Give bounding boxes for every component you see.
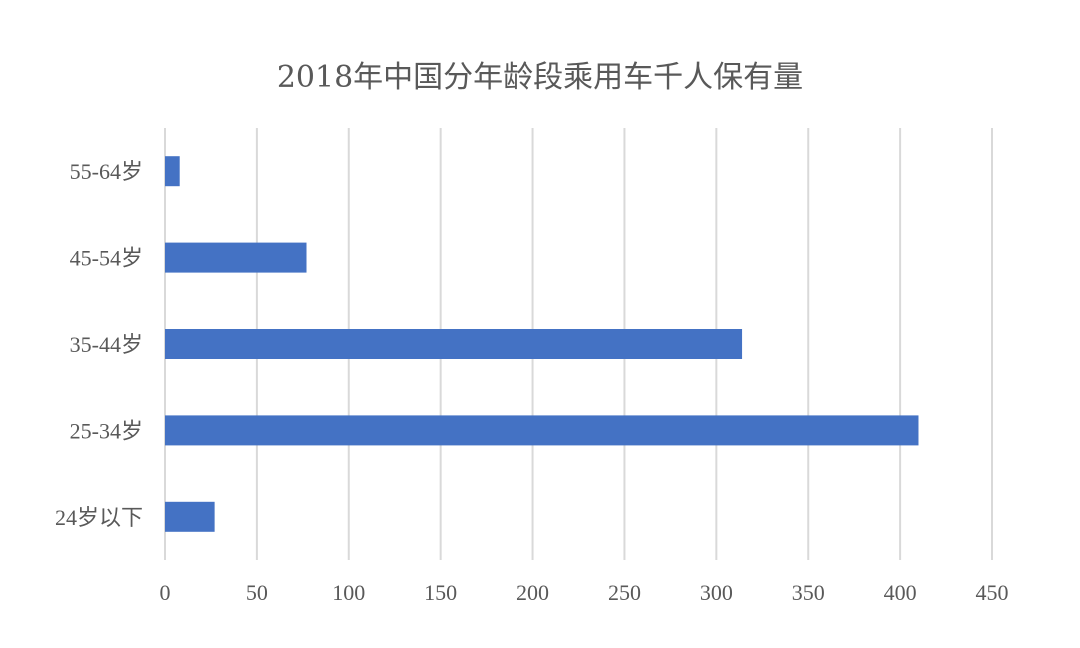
category-label: 55-64岁: [70, 159, 143, 184]
chart-title: 2018年中国分年龄段乘用车千人保有量: [277, 60, 803, 95]
bar: [165, 156, 180, 187]
x-tick-label: 50: [246, 580, 268, 605]
x-tick-label: 300: [700, 580, 733, 605]
bar: [165, 501, 215, 532]
x-tick-label: 400: [884, 580, 917, 605]
x-tick-label: 200: [516, 580, 549, 605]
x-tick-label: 100: [332, 580, 365, 605]
x-axis-tick-labels: 0 50 100 150 200 250 300 350 400 450: [160, 580, 1009, 605]
bar: [165, 329, 743, 359]
x-tick-label: 450: [976, 580, 1009, 605]
x-tick-label: 0: [160, 580, 171, 605]
category-label: 24岁以下: [55, 505, 143, 530]
category-label: 45-54岁: [70, 246, 143, 271]
bar: [165, 415, 919, 446]
category-label: 25-34岁: [70, 418, 143, 443]
category-label: 35-44岁: [70, 332, 143, 357]
bars: [165, 156, 919, 532]
x-tick-label: 150: [424, 580, 457, 605]
x-tick-label: 250: [608, 580, 641, 605]
x-tick-label: 350: [792, 580, 825, 605]
y-axis-category-labels: 55-64岁 45-54岁 35-44岁 25-34岁 24岁以下: [55, 159, 143, 530]
bar: [165, 242, 307, 273]
